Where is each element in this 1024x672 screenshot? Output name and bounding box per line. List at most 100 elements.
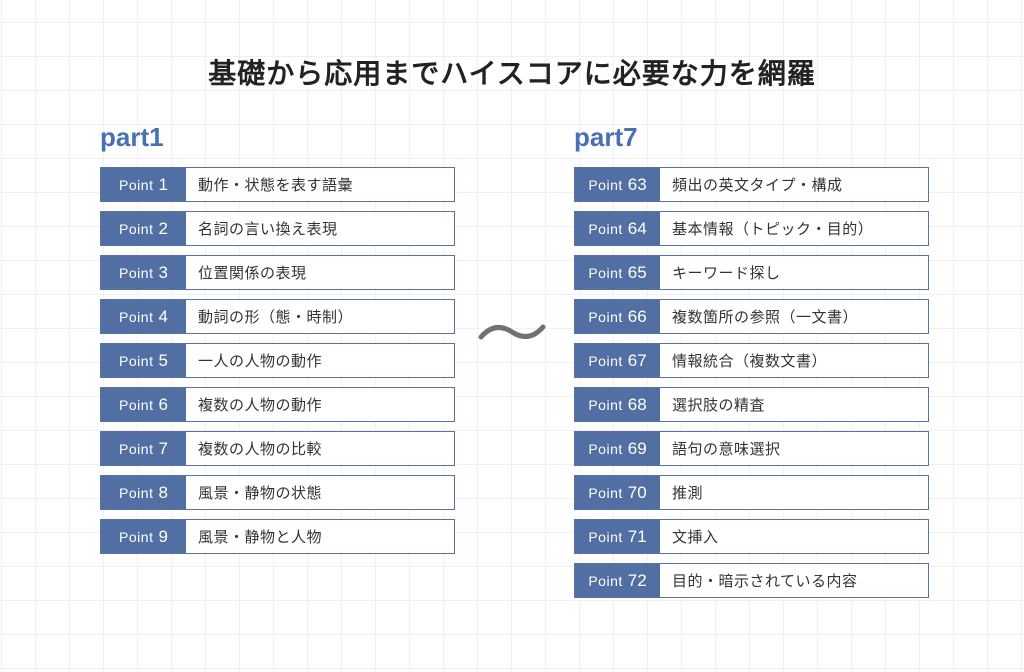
point-badge: Point 67	[575, 344, 660, 377]
point-badge-num: 68	[628, 395, 647, 415]
point-text: 複数箇所の参照（一文書）	[660, 300, 928, 333]
point-badge-label: Point	[119, 353, 153, 369]
point-badge: Point 65	[575, 256, 660, 289]
point-badge-num: 63	[628, 175, 647, 195]
point-badge: Point 69	[575, 432, 660, 465]
list-item: Point 8 風景・静物の状態	[100, 475, 455, 510]
point-badge: Point 6	[101, 388, 186, 421]
point-badge-num: 72	[628, 571, 647, 591]
point-badge-label: Point	[119, 221, 153, 237]
point-badge: Point 71	[575, 520, 660, 553]
point-badge-num: 3	[158, 263, 167, 283]
point-badge: Point 66	[575, 300, 660, 333]
point-text: 推測	[660, 476, 928, 509]
point-text: 複数の人物の比較	[186, 432, 454, 465]
point-text: 風景・静物の状態	[186, 476, 454, 509]
point-badge-label: Point	[119, 177, 153, 193]
point-badge-num: 65	[628, 263, 647, 283]
point-badge-label: Point	[119, 441, 153, 457]
right-section-label: part7	[574, 122, 929, 153]
point-text: 複数の人物の動作	[186, 388, 454, 421]
point-text: 選択肢の精査	[660, 388, 928, 421]
point-badge-num: 66	[628, 307, 647, 327]
point-badge-label: Point	[588, 441, 622, 457]
point-badge-num: 2	[158, 219, 167, 239]
list-item: Point 6 複数の人物の動作	[100, 387, 455, 422]
point-badge-label: Point	[588, 353, 622, 369]
point-badge: Point 7	[101, 432, 186, 465]
point-badge: Point 68	[575, 388, 660, 421]
point-text: 風景・静物と人物	[186, 520, 454, 553]
point-badge: Point 4	[101, 300, 186, 333]
point-badge-label: Point	[119, 309, 153, 325]
right-point-list: Point 63 頻出の英文タイプ・構成 Point 64 基本情報（トピック・…	[574, 167, 929, 598]
point-badge-num: 5	[158, 351, 167, 371]
left-section-label: part1	[100, 122, 455, 153]
point-badge: Point 70	[575, 476, 660, 509]
point-badge: Point 1	[101, 168, 186, 201]
left-column: part1 Point 1 動作・状態を表す語彙 Point 2 名詞の言い換え…	[100, 122, 455, 554]
page-title: 基礎から応用までハイスコアに必要な力を網羅	[0, 0, 1024, 92]
point-badge-label: Point	[588, 177, 622, 193]
list-item: Point 1 動作・状態を表す語彙	[100, 167, 455, 202]
list-item: Point 3 位置関係の表現	[100, 255, 455, 290]
list-item: Point 67 情報統合（複数文書）	[574, 343, 929, 378]
list-item: Point 65 キーワード探し	[574, 255, 929, 290]
list-item: Point 69 語句の意味選択	[574, 431, 929, 466]
point-text: 一人の人物の動作	[186, 344, 454, 377]
point-badge-label: Point	[119, 529, 153, 545]
point-text: キーワード探し	[660, 256, 928, 289]
list-item: Point 70 推測	[574, 475, 929, 510]
point-text: 動詞の形（態・時制）	[186, 300, 454, 333]
left-point-list: Point 1 動作・状態を表す語彙 Point 2 名詞の言い換え表現 Poi…	[100, 167, 455, 554]
list-item: Point 72 目的・暗示されている内容	[574, 563, 929, 598]
point-badge: Point 64	[575, 212, 660, 245]
point-badge-label: Point	[119, 485, 153, 501]
point-badge-label: Point	[588, 485, 622, 501]
list-item: Point 63 頻出の英文タイプ・構成	[574, 167, 929, 202]
point-badge-label: Point	[588, 529, 622, 545]
point-badge-num: 69	[628, 439, 647, 459]
point-badge-num: 1	[158, 175, 167, 195]
point-badge-num: 4	[158, 307, 167, 327]
list-item: Point 68 選択肢の精査	[574, 387, 929, 422]
point-badge-num: 8	[158, 483, 167, 503]
point-badge: Point 72	[575, 564, 660, 597]
point-badge-num: 67	[628, 351, 647, 371]
point-badge-label: Point	[119, 397, 153, 413]
list-item: Point 4 動詞の形（態・時制）	[100, 299, 455, 334]
point-badge: Point 8	[101, 476, 186, 509]
point-badge: Point 3	[101, 256, 186, 289]
point-badge-label: Point	[588, 573, 622, 589]
list-item: Point 5 一人の人物の動作	[100, 343, 455, 378]
point-badge-label: Point	[588, 265, 622, 281]
point-text: 情報統合（複数文書）	[660, 344, 928, 377]
point-badge-num: 6	[158, 395, 167, 415]
point-badge: Point 63	[575, 168, 660, 201]
point-badge-num: 64	[628, 219, 647, 239]
point-text: 動作・状態を表す語彙	[186, 168, 454, 201]
point-badge-label: Point	[588, 221, 622, 237]
point-text: 頻出の英文タイプ・構成	[660, 168, 928, 201]
point-badge-num: 70	[628, 483, 647, 503]
point-badge: Point 2	[101, 212, 186, 245]
right-column: part7 Point 63 頻出の英文タイプ・構成 Point 64 基本情報…	[574, 122, 929, 598]
point-text: 基本情報（トピック・目的）	[660, 212, 928, 245]
point-badge-label: Point	[588, 309, 622, 325]
point-badge-num: 71	[628, 527, 647, 547]
point-badge-num: 9	[158, 527, 167, 547]
point-badge-label: Point	[119, 265, 153, 281]
point-text: 目的・暗示されている内容	[660, 564, 928, 597]
point-badge-label: Point	[588, 397, 622, 413]
columns-container: part1 Point 1 動作・状態を表す語彙 Point 2 名詞の言い換え…	[0, 92, 1024, 598]
point-badge: Point 5	[101, 344, 186, 377]
point-text: 名詞の言い換え表現	[186, 212, 454, 245]
point-text: 位置関係の表現	[186, 256, 454, 289]
point-badge-num: 7	[158, 439, 167, 459]
point-badge: Point 9	[101, 520, 186, 553]
tilde-icon	[477, 317, 547, 352]
list-item: Point 71 文挿入	[574, 519, 929, 554]
list-item: Point 9 風景・静物と人物	[100, 519, 455, 554]
point-text: 文挿入	[660, 520, 928, 553]
list-item: Point 2 名詞の言い換え表現	[100, 211, 455, 246]
